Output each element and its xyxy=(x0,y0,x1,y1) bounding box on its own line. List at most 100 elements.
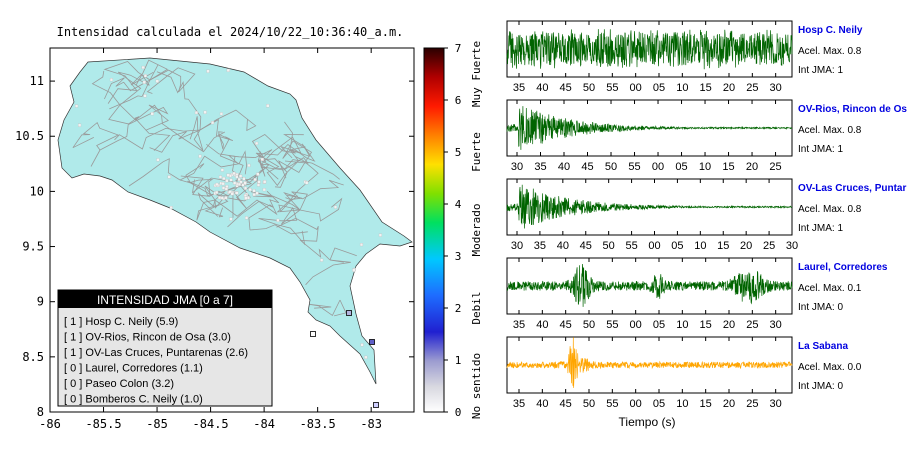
map-x-tick-label: -85 xyxy=(146,417,168,431)
intensity-station xyxy=(373,402,379,408)
legend-item: [ 0 ] Laurel, Corredores (1.1) xyxy=(64,363,203,375)
road xyxy=(180,175,229,209)
station-marker xyxy=(142,80,146,84)
waveform-panel: 35 40 45 50 55 00 05 10 15 20 25 30 Hosp C. Neily Ace… xyxy=(506,20,863,94)
map-y-tick-label: 11 xyxy=(30,74,44,88)
legend-item: [ 0 ] Bomberos C. Neily (1.0) xyxy=(64,394,203,406)
waveform-panels: 35 40 45 50 55 00 05 10 15 20 25 30 Hosp C. Neily Ace… xyxy=(506,20,907,410)
station-marker xyxy=(257,180,261,184)
road xyxy=(117,71,154,106)
station-marker xyxy=(203,110,207,114)
legend-header xyxy=(58,290,272,308)
waveform-tick-label: 30 xyxy=(770,398,782,410)
waveform-tick-label: 45 xyxy=(580,240,592,252)
waveform-tick-label: 40 xyxy=(557,240,569,252)
waveform-tick-label: 15 xyxy=(722,161,734,173)
map-y-axis: 11 10.5 10 9.5 9 8.5 8 xyxy=(15,74,414,419)
waveform-tick-label: 30 xyxy=(770,319,782,331)
waveform-tick-label: 40 xyxy=(536,398,548,410)
station-marker xyxy=(156,158,160,162)
colorbar-ticks: 0 1 2 3 4 5 6 7 xyxy=(444,42,462,419)
road xyxy=(128,158,181,187)
station-marker xyxy=(232,171,236,175)
station-name: Laurel, Corredores xyxy=(798,262,888,273)
colorbar-label: Debil xyxy=(470,291,483,324)
waveform-tick-label: 15 xyxy=(700,82,712,94)
station-marker xyxy=(230,192,234,196)
legend-box xyxy=(57,289,273,407)
station-marker xyxy=(243,193,248,198)
road xyxy=(214,190,280,217)
max-acceleration: Acel. Max. 0.0 xyxy=(798,362,862,373)
map-x-axis: -86 -85.5 -85 -84.5 -84 -83.5 -83 xyxy=(39,48,382,431)
waveform-panel: 35 40 45 50 55 00 05 10 15 20 25 30 La Sabana Acel. M… xyxy=(506,336,862,410)
station-marker xyxy=(252,193,256,197)
station-marker xyxy=(220,168,224,172)
road xyxy=(204,185,229,218)
station-marker xyxy=(211,121,215,125)
station-marker xyxy=(247,163,251,167)
road xyxy=(135,59,169,86)
map-x-tick-label: -85.5 xyxy=(85,417,121,431)
station-marker xyxy=(276,218,280,222)
map-title: Intensidad calculada el 2024/10/22_10:36… xyxy=(57,25,404,39)
map-x-tick-label: -84 xyxy=(253,417,275,431)
waveform-tick-label: 55 xyxy=(606,82,618,94)
station-marker xyxy=(218,175,223,179)
station-marker xyxy=(320,258,324,262)
road xyxy=(305,259,351,286)
waveform-panel: 35 40 45 50 55 00 05 10 15 20 25 30 Laurel, Corredor… xyxy=(506,257,888,331)
jma-intensity: Int JMA: 0 xyxy=(798,302,843,313)
station-marker xyxy=(219,112,223,116)
station-marker xyxy=(235,175,239,179)
waveform-trace xyxy=(506,337,793,388)
station-marker xyxy=(237,177,241,182)
station-marker xyxy=(239,174,243,178)
waveform-tick-label: 40 xyxy=(536,319,548,331)
waveform-tick-label: 30 xyxy=(511,240,523,252)
waveform-tick-label: 55 xyxy=(606,398,618,410)
colorbar-tick-label: 2 xyxy=(455,302,462,315)
waveform-tick-label: 30 xyxy=(786,240,798,252)
jma-intensity: Int JMA: 1 xyxy=(798,144,843,155)
waveform-tick-label: 50 xyxy=(603,240,615,252)
station-marker xyxy=(169,205,173,210)
intensity-station xyxy=(346,310,352,316)
waveform-tick-label: 20 xyxy=(740,240,752,252)
waveform-tick-label: 25 xyxy=(746,319,758,331)
waveform-trace xyxy=(506,263,793,307)
road xyxy=(329,247,357,261)
station-marker xyxy=(229,217,233,221)
waveform-tick-label: 40 xyxy=(558,161,570,173)
station-name: OV-Las Cruces, Puntar xyxy=(798,183,906,194)
station-marker xyxy=(224,187,228,191)
station-marker xyxy=(266,104,270,108)
waveform-tick-label: 35 xyxy=(513,398,525,410)
station-marker xyxy=(226,68,230,72)
legend-item: [ 1 ] OV-Las Cruces, Puntarenas (2.6) xyxy=(64,347,248,359)
waveform-tick-label: 50 xyxy=(583,319,595,331)
map-x-tick-label: -84.5 xyxy=(193,417,229,431)
station-marker xyxy=(225,179,229,183)
station-markers xyxy=(75,65,382,408)
waveform-tick-label: 45 xyxy=(560,398,572,410)
waveform-panel: 30 35 40 45 50 55 00 05 10 15 20 25 OV-Rios, Rincon … xyxy=(506,99,907,173)
waveform-tick-label: 00 xyxy=(630,319,642,331)
station-marker xyxy=(241,183,245,187)
road xyxy=(334,299,347,317)
road xyxy=(179,150,248,181)
waveform-tick-label: 20 xyxy=(723,398,735,410)
station-marker xyxy=(237,182,241,186)
station-marker xyxy=(244,216,249,220)
waveform-tick-label: 00 xyxy=(630,82,642,94)
station-marker xyxy=(262,188,266,192)
station-marker xyxy=(333,205,338,209)
station-marker xyxy=(143,74,147,78)
road xyxy=(199,118,234,150)
station-marker xyxy=(253,177,257,182)
waveform-tick-label: 25 xyxy=(763,240,775,252)
station-marker xyxy=(198,154,202,158)
road xyxy=(103,61,151,104)
land-shape xyxy=(57,57,413,385)
road xyxy=(90,149,101,167)
